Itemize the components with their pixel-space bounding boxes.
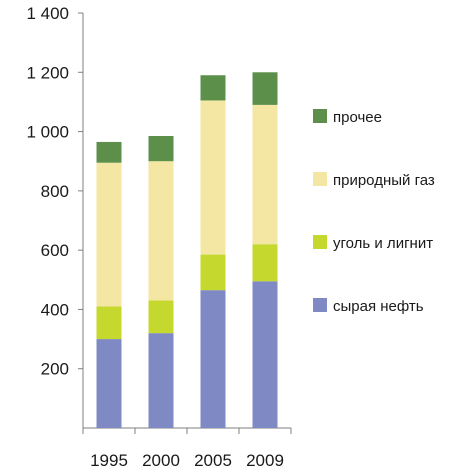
bar-segment-1 [200, 290, 226, 428]
bar-segment-1 [96, 339, 122, 428]
legend-swatch [313, 109, 327, 123]
x-tick-label: 2009 [246, 451, 284, 470]
y-tick-label: 1 000 [26, 123, 69, 142]
y-tick-label: 600 [41, 241, 69, 260]
legend-swatch [313, 298, 327, 312]
bar-segment-2 [252, 244, 278, 282]
legend-label: сырая нефть [333, 298, 424, 315]
x-tick-label: 1995 [90, 451, 128, 470]
x-tick-label: 2005 [194, 451, 232, 470]
y-tick-label: 1 400 [26, 4, 69, 23]
y-axis: 200 400 600 800 1 000 1 200 1 400 [26, 4, 84, 428]
x-tick-label: 2000 [142, 451, 180, 470]
y-tick-label: 1 200 [26, 63, 69, 82]
legend-label: природный газ [333, 172, 435, 189]
bar-segment-1 [148, 333, 174, 428]
y-tick-label: 800 [41, 182, 69, 201]
y-tick-label: 200 [41, 360, 69, 379]
legend-label: прочее [333, 109, 382, 126]
legend-swatch [313, 172, 327, 186]
bar-segment-3 [96, 162, 122, 307]
bar-segment-4 [252, 72, 278, 105]
bar-segment-2 [148, 300, 174, 334]
legend-label: уголь и лигнит [333, 235, 433, 252]
bar-segment-4 [148, 136, 174, 162]
bar-segment-2 [96, 306, 122, 340]
x-axis: 1995 2000 2005 2009 [82, 427, 292, 470]
bar-segment-4 [200, 75, 226, 101]
legend: прочее природный газ уголь и лигнит сырая н… [313, 109, 435, 315]
y-tick-label: 400 [41, 300, 69, 319]
bar-segment-3 [252, 104, 278, 245]
bars [96, 72, 278, 428]
bar-segment-1 [252, 281, 278, 428]
bar-segment-2 [200, 254, 226, 291]
bar-segment-4 [96, 141, 122, 163]
legend-swatch [313, 235, 327, 249]
bar-segment-3 [148, 161, 174, 301]
bar-segment-3 [200, 100, 226, 255]
